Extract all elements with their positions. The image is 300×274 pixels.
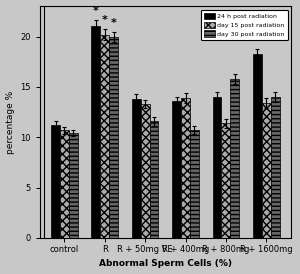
- Bar: [141, 104, 150, 238]
- X-axis label: Abnormal Sperm Cells (%): Abnormal Sperm Cells (%): [99, 259, 232, 269]
- Bar: [150, 121, 158, 238]
- Bar: [181, 98, 190, 238]
- Text: *: *: [254, 35, 260, 45]
- Text: *: *: [111, 18, 117, 27]
- Bar: [271, 97, 280, 238]
- Bar: [109, 37, 118, 238]
- Bar: [100, 35, 109, 238]
- Bar: [221, 123, 230, 238]
- Text: *: *: [102, 15, 108, 25]
- Bar: [213, 97, 221, 238]
- Bar: [262, 103, 271, 238]
- Bar: [51, 125, 60, 238]
- Bar: [253, 54, 262, 238]
- Bar: [172, 101, 181, 238]
- Bar: [92, 25, 100, 238]
- Bar: [230, 79, 239, 238]
- Legend: 24 h post radiation, day 15 post radiation, day 30 post radiation: 24 h post radiation, day 15 post radiati…: [200, 10, 288, 40]
- Text: *: *: [93, 7, 99, 16]
- Bar: [132, 99, 141, 238]
- Y-axis label: percentage %: percentage %: [6, 90, 15, 154]
- Bar: [190, 130, 199, 238]
- Bar: [69, 133, 78, 238]
- Bar: [60, 130, 69, 238]
